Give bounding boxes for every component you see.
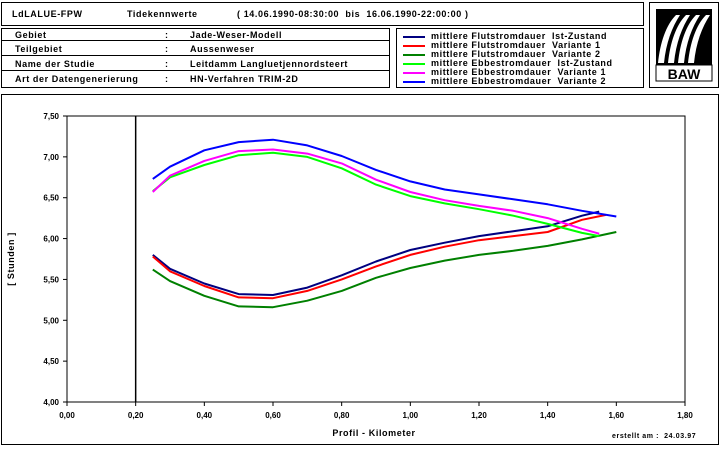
info-row: Name der Studie : Leitdamm Langluetjenno… [2,59,389,71]
baw-logo: BAW [649,2,719,88]
x-tick-label: 1,60 [609,411,625,420]
info-table: Gebiet : Jade-Weser-Modell Teilgebiet : … [1,28,390,88]
chart-panel: 0,00 0,20 0,40 0,60 0,80 1,00 1,20 1,40 1,60 1,80… [1,94,719,445]
info-row: Teilgebiet : Aussenweser [2,44,389,56]
legend-swatch [403,45,425,47]
title-bar: LdLALUE-FPW Tidekennwerte ( 14.06.1990-0… [1,2,644,26]
x-tick-label: 0,00 [59,411,75,420]
info-value: Aussenweser [190,44,255,54]
x-tick-label: 1,00 [403,411,419,420]
info-value: Jade-Weser-Modell [190,30,283,40]
legend-label: mittlere Ebbestromdauer Variante 2 [431,76,607,86]
info-sep: : [165,74,169,84]
info-sep: : [165,30,169,40]
project-name: LdLALUE-FPW [12,9,83,19]
x-axis-label: Profil - Kilometer [332,428,415,438]
info-value: Leitdamm Langluetjennordsteert [190,59,349,69]
legend-label: mittlere Ebbestromdauer Ist-Zustand [431,58,613,68]
y-tick-label: 6,50 [43,194,59,203]
chart: 0,00 0,20 0,40 0,60 0,80 1,00 1,20 1,40 1,60 1,80… [6,112,693,438]
info-key: Art der Datengenerierung [15,74,139,84]
info-key: Gebiet [15,30,47,40]
info-sep: : [165,44,169,54]
info-value: HN-Verfahren TRIM-2D [190,74,299,84]
logo-text: BAW [668,66,701,82]
y-tick-label: 4,00 [43,398,59,407]
y-tick-label: 4,50 [43,357,59,366]
info-key: Name der Studie [15,59,96,69]
legend-item: mittlere Flutstromdauer Ist-Zustand [403,31,713,42]
x-tick-label: 1,20 [471,411,487,420]
legend-swatch [403,36,425,38]
legend-item: mittlere Ebbestromdauer Variante 2 [403,76,713,87]
legend-item: mittlere Flutstromdauer Variante 1 [403,40,713,51]
legend-label: mittlere Ebbestromdauer Variante 1 [431,67,607,77]
report-label: Tidekennwerte [127,9,198,19]
y-tick-label: 7,00 [43,153,59,162]
legend-item: mittlere Flutstromdauer Variante 2 [403,49,713,60]
x-tick-label: 1,40 [540,411,556,420]
legend-label: mittlere Flutstromdauer Variante 1 [431,40,601,50]
series-line-1 [152,210,600,296]
legend-item: mittlere Ebbestromdauer Variante 1 [403,67,713,78]
series-line-4 [152,151,600,238]
legend: mittlere Flutstromdauer Ist-Zustand mitt… [396,28,644,88]
series-line-3 [152,231,617,309]
created-date: erstellt am : 24.03.97 [612,433,697,440]
logo-graphic: BAW [655,9,713,82]
x-tick-label: 1,80 [677,411,693,420]
y-tick-label: 5,00 [43,316,59,325]
info-row: Gebiet : Jade-Weser-Modell [2,29,389,41]
info-row: Art der Datengenerierung : HN-Verfahren … [2,74,389,86]
legend-item: mittlere Ebbestromdauer Ist-Zustand [403,58,713,69]
y-tick-label: 7,50 [43,112,59,121]
y-axis-label: [ Stunden ] [6,232,16,286]
legend-label: mittlere Flutstromdauer Ist-Zustand [431,31,608,41]
x-tick-label: 0,40 [197,411,213,420]
legend-swatch [403,72,425,74]
info-key: Teilgebiet [15,44,63,54]
y-tick-label: 5,50 [43,275,59,284]
series-line-6 [152,138,617,218]
series-line-5 [152,148,600,235]
y-tick-label: 6,00 [43,235,59,244]
series-line-2 [152,213,607,300]
legend-label: mittlere Flutstromdauer Variante 2 [431,49,601,59]
x-tick-label: 0,20 [128,411,144,420]
legend-swatch [403,63,425,65]
info-sep: : [165,59,169,69]
legend-swatch [403,81,425,83]
plot-frame [66,115,686,403]
legend-swatch [403,54,425,56]
x-tick-label: 0,80 [334,411,350,420]
x-tick-label: 0,60 [265,411,281,420]
time-period: ( 14.06.1990-08:30:00 bis 16.06.1990-22:… [237,9,469,19]
